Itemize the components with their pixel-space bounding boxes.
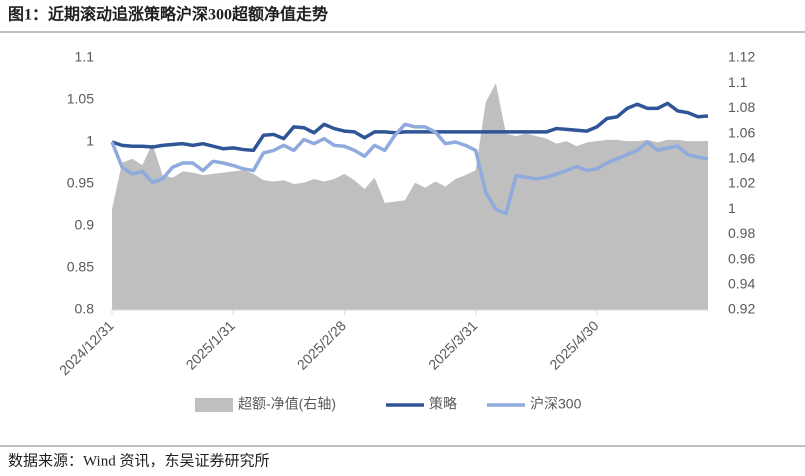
y-tick-label: 1.1: [75, 49, 95, 65]
y-tick-label: 0.85: [67, 259, 94, 275]
y2-tick-label: 1.06: [728, 124, 755, 140]
legend-label: 策略: [429, 396, 457, 412]
x-tick-label: 2025/3/31: [425, 317, 481, 373]
y2-tick-label: 1: [728, 200, 736, 216]
line: [110, 122, 709, 216]
chart-title: 图1：近期滚动追涨策略沪深300超额净值走势: [8, 5, 328, 24]
y2-tick-label: 0.92: [728, 301, 755, 317]
y-tick-label: 1.05: [67, 91, 94, 107]
x-tick-label: 2025/1/31: [183, 317, 239, 373]
y-tick-label: 0.8: [75, 301, 95, 317]
x-tick-label: 2024/12/31: [56, 317, 117, 378]
y-tick-label: 0.95: [67, 175, 94, 191]
y2-tick-label: 1.02: [728, 175, 755, 191]
y2-tick-label: 1.08: [728, 99, 755, 115]
legend-label: 沪深300: [530, 396, 582, 412]
y-tick-label: 1: [86, 133, 94, 149]
area: [112, 83, 708, 310]
legend-label: 超额-净值(右轴): [238, 396, 336, 412]
y2-tick-label: 1.12: [728, 49, 755, 65]
y2-tick-label: 0.94: [728, 276, 755, 292]
y2-tick-label: 0.96: [728, 250, 755, 266]
y-tick-label: 0.9: [75, 217, 95, 233]
y2-tick-label: 1.1: [728, 74, 748, 90]
legend-swatch: [195, 398, 233, 412]
y2-tick-label: 0.98: [728, 225, 755, 241]
source-note: 数据来源：Wind 资讯，东吴证券研究所: [8, 452, 269, 469]
line: [111, 101, 709, 153]
x-tick-label: 2025/4/30: [546, 317, 602, 373]
y2-tick-label: 1.04: [728, 150, 755, 166]
x-tick-label: 2025/2/28: [294, 317, 350, 373]
